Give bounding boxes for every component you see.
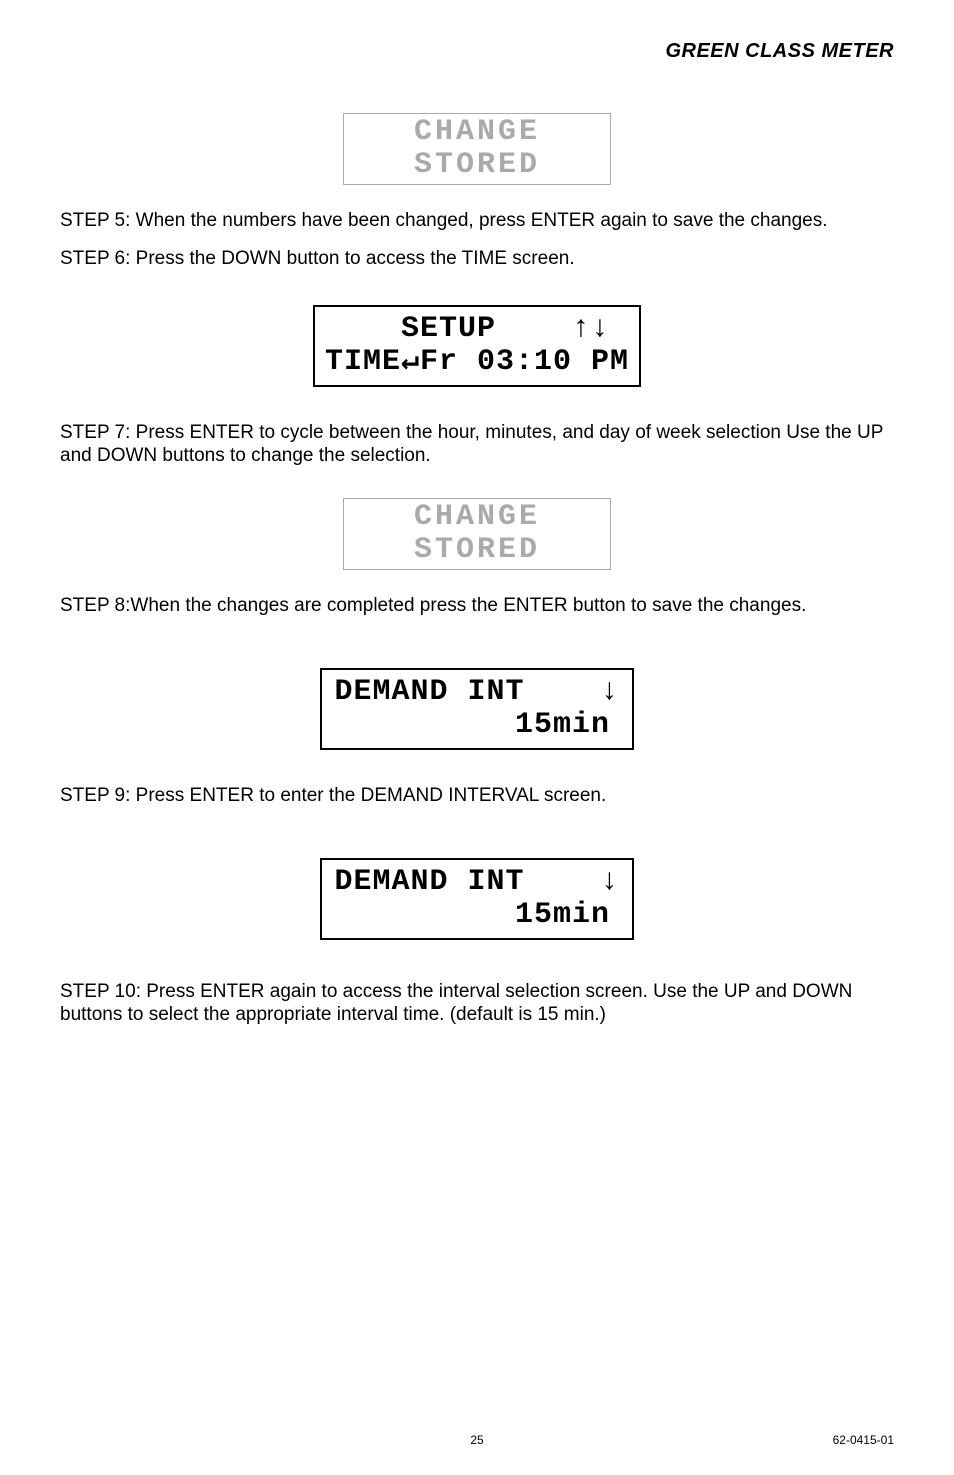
lcd-line: STORED <box>414 149 540 182</box>
lcd-line: TIME↵Fr 03:10 PM <box>325 346 629 379</box>
lcd-line: 15min <box>334 899 619 932</box>
page-footer: 25 62-0415-01 <box>60 1433 894 1447</box>
step-9: STEP 9: Press ENTER to enter the DEMAND … <box>60 784 894 808</box>
lcd-change-stored-1: CHANGE STORED <box>60 113 894 185</box>
lcd-change-stored-2: CHANGE STORED <box>60 498 894 570</box>
lcd-line: CHANGE <box>414 501 540 534</box>
lcd-line: STORED <box>414 534 540 567</box>
step-6: STEP 6: Press the DOWN button to access … <box>60 247 894 271</box>
step-10: STEP 10: Press ENTER again to access the… <box>60 980 894 1028</box>
lcd-line: CHANGE <box>414 116 540 149</box>
footer-page-number: 25 <box>60 1433 894 1447</box>
page-header: GREEN CLASS METER <box>60 40 894 63</box>
lcd-line: 15min <box>334 709 619 742</box>
lcd-line: DEMAND INT ↓ <box>334 866 619 899</box>
lcd-line: SETUP ↑↓ <box>325 313 629 346</box>
step-5: STEP 5: When the numbers have been chang… <box>60 209 894 233</box>
footer-doc-number: 62-0415-01 <box>833 1433 894 1447</box>
lcd-demand-int-2: DEMAND INT ↓ 15min <box>60 858 894 940</box>
lcd-setup-time: SETUP ↑↓ TIME↵Fr 03:10 PM <box>60 305 894 387</box>
step-8: STEP 8:When the changes are completed pr… <box>60 594 894 618</box>
lcd-line: DEMAND INT ↓ <box>334 676 619 709</box>
lcd-demand-int-1: DEMAND INT ↓ 15min <box>60 668 894 750</box>
step-7: STEP 7: Press ENTER to cycle between the… <box>60 421 894 469</box>
manual-page: GREEN CLASS METER CHANGE STORED STEP 5: … <box>0 0 954 1475</box>
